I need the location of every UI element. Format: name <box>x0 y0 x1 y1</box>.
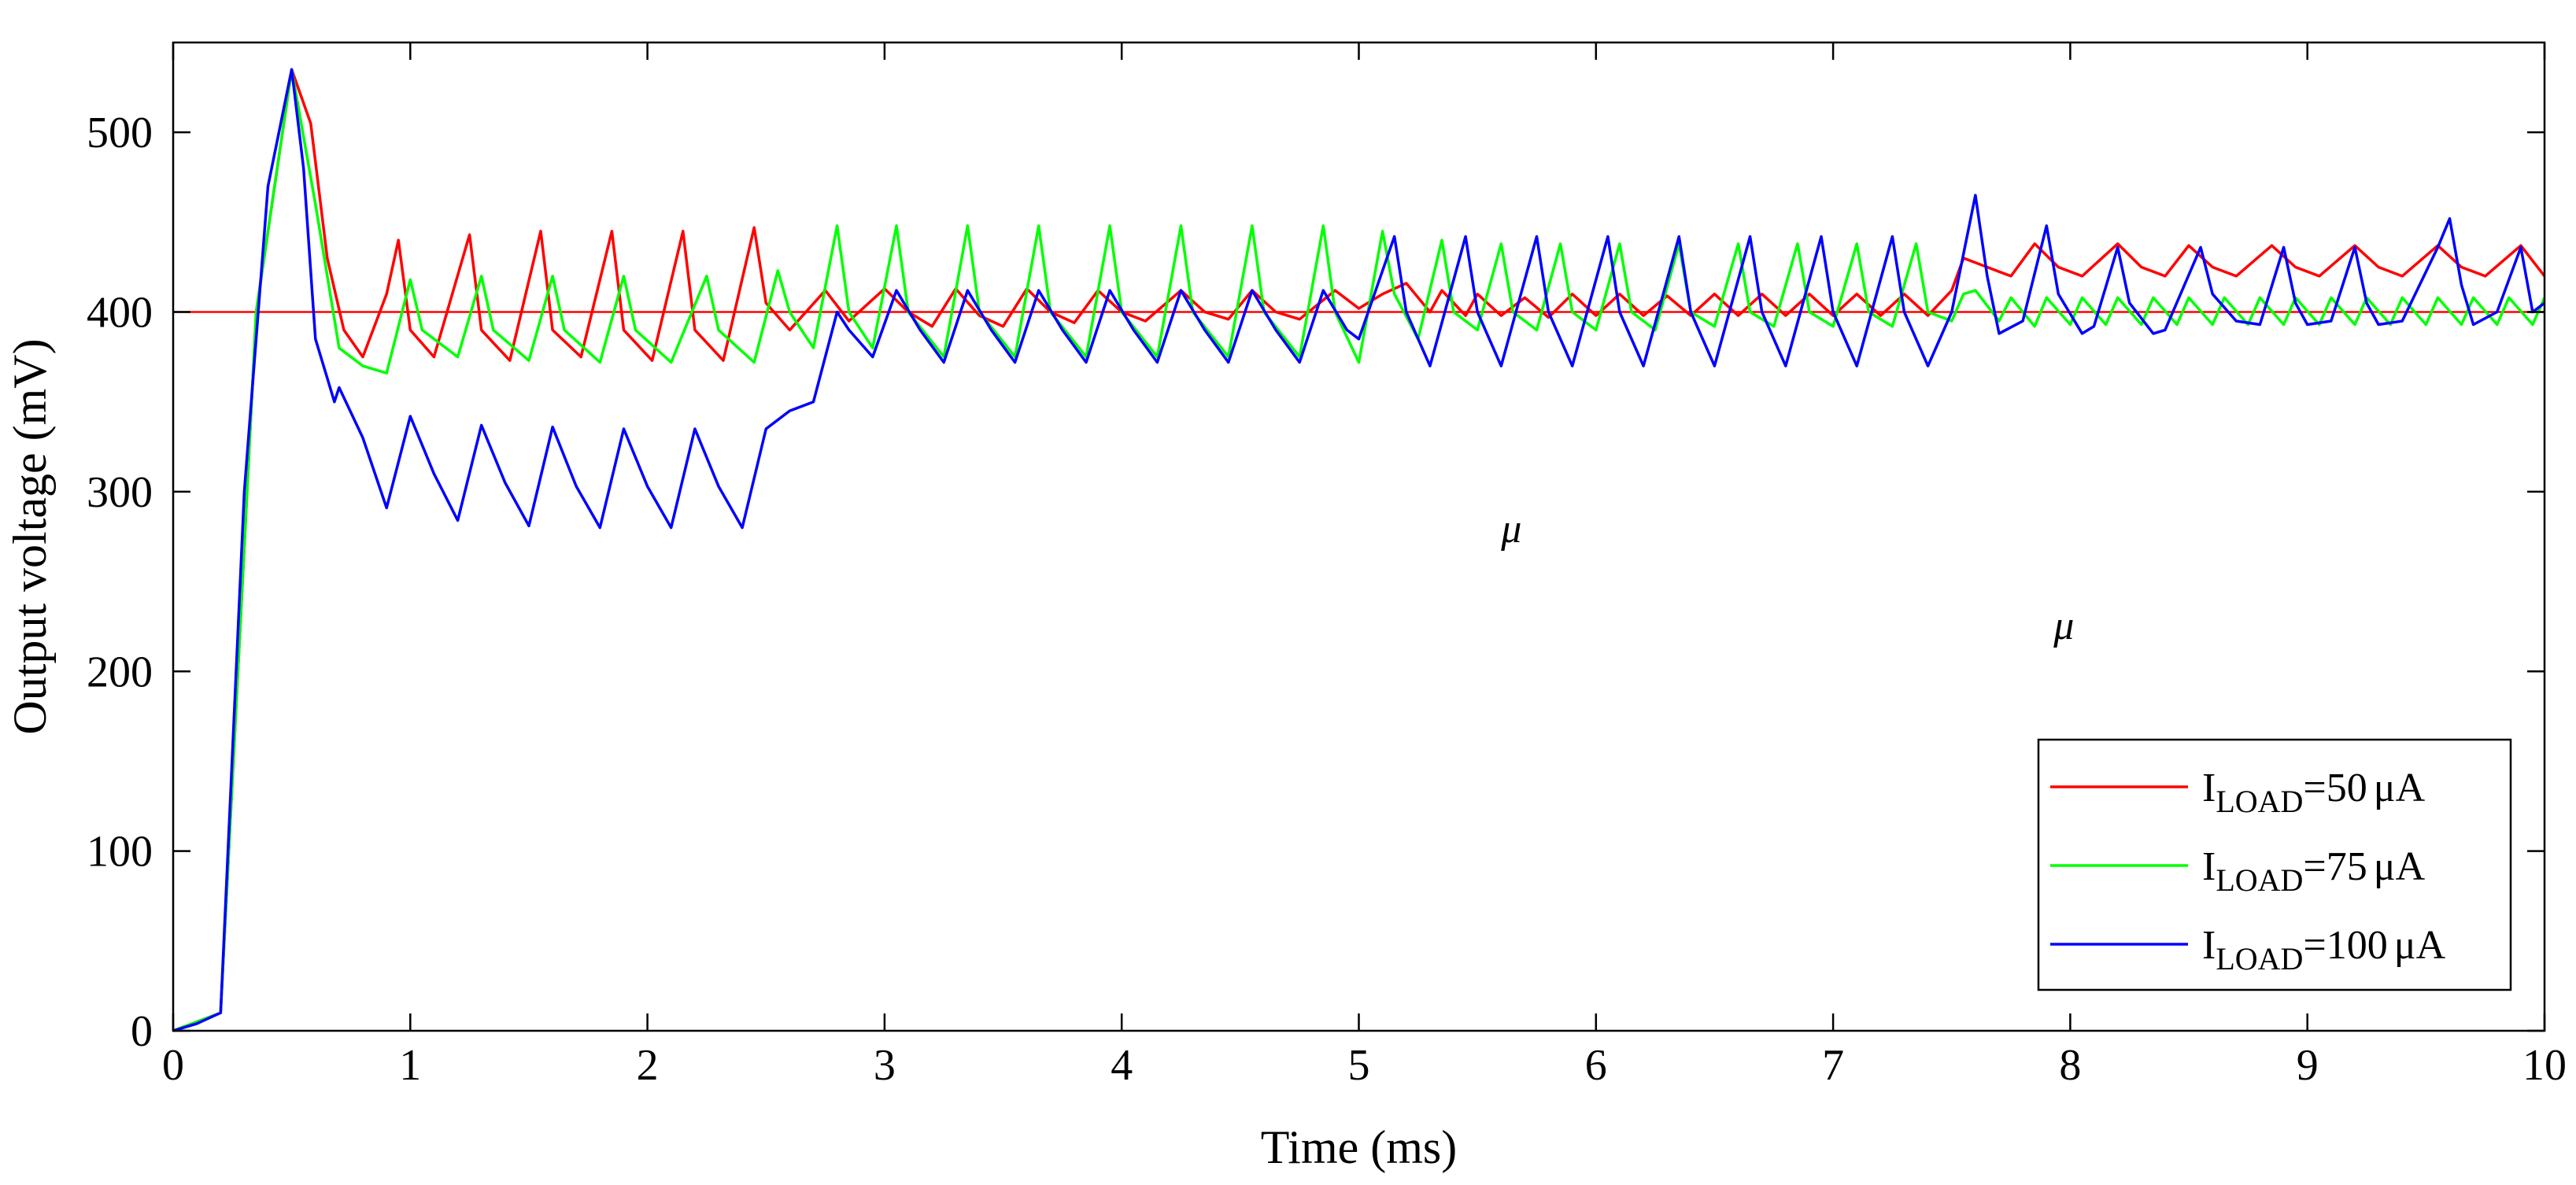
legend-label: ILOAD=50 μA <box>2202 766 2426 819</box>
legend-entry-2: ILOAD=75 μA <box>2050 844 2426 898</box>
y-tick-label: 300 <box>87 468 153 517</box>
x-tick-label: 9 <box>2297 1041 2319 1090</box>
x-tick-label: 8 <box>2059 1041 2081 1090</box>
x-axis-label: Time (ms) <box>1261 1121 1458 1173</box>
legend-label: ILOAD=75 μA <box>2202 844 2426 898</box>
x-tick-label: 0 <box>162 1041 184 1090</box>
annotation-text: μ <box>2053 604 2074 648</box>
annotations: μμ <box>1500 507 2074 648</box>
y-axis-label: Output voltage (mV) <box>4 338 56 734</box>
x-tick-label: 2 <box>637 1041 659 1090</box>
legend: ILOAD=50 μA ILOAD=75 μA ILOAD=100 μA <box>2037 738 2512 991</box>
x-tick-label: 1 <box>399 1041 421 1090</box>
x-tick-label: 7 <box>1822 1041 1844 1090</box>
y-tick-label: 400 <box>87 289 153 338</box>
legend-label: ILOAD=100 μA <box>2202 923 2446 976</box>
x-tick-label: 4 <box>1111 1041 1133 1090</box>
legend-entry-1: ILOAD=50 μA <box>2050 766 2426 819</box>
series-line-2 <box>172 68 2546 1032</box>
y-tick-label: 100 <box>87 828 153 877</box>
y-tick-label: 0 <box>131 1007 153 1056</box>
annotation-text: μ <box>1500 507 1521 552</box>
x-tick-label: 6 <box>1585 1041 1607 1090</box>
y-tick-label: 500 <box>87 109 153 157</box>
x-tick-label: 3 <box>874 1041 896 1090</box>
legend-entry-3: ILOAD=100 μA <box>2050 923 2446 976</box>
y-tick-label: 200 <box>87 648 153 696</box>
series-line-3 <box>172 68 2546 1032</box>
x-tick-label: 10 <box>2522 1041 2567 1090</box>
plot-area <box>172 68 2546 1032</box>
x-tick-label: 5 <box>1348 1041 1370 1090</box>
legend-entries: ILOAD=50 μA ILOAD=75 μA ILOAD=100 μA <box>2050 766 2446 976</box>
